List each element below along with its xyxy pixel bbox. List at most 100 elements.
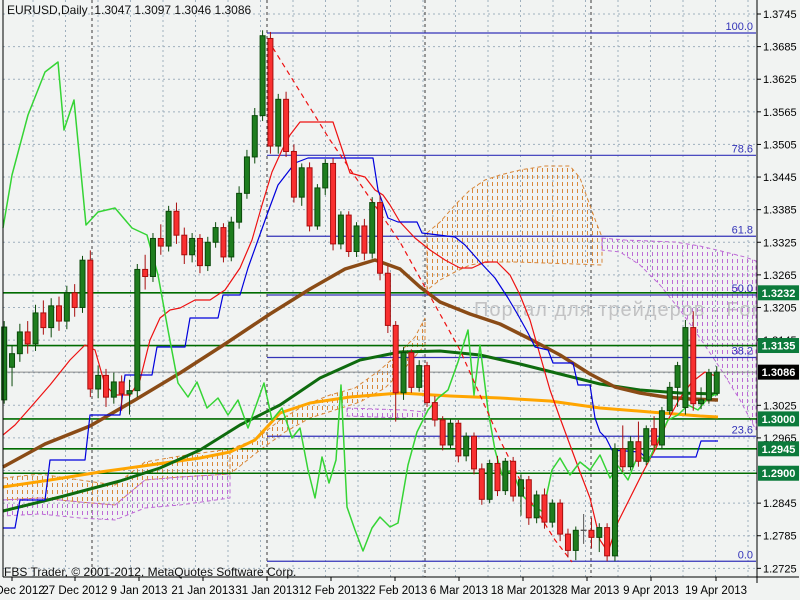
copyright-footer: FBS Trader, © 2001-2012, MetaQuotes Soft…	[4, 565, 297, 579]
ma-brown	[2, 258, 719, 469]
candle-bear	[24, 331, 31, 345]
date-axis-label[interactable]: 6 Mar 2013	[430, 585, 488, 597]
candle-bull	[627, 441, 634, 468]
candle-bull	[666, 386, 673, 412]
date-axis-label[interactable]: 9 Jan 2013	[111, 585, 168, 597]
date-axis-label[interactable]: 28 Mar 2013	[555, 585, 620, 597]
candle-bear	[619, 448, 626, 468]
date-axis-label[interactable]: 21 Jan 2013	[171, 585, 234, 597]
candle-bull	[502, 460, 509, 492]
price-axis-label: 1.3445	[763, 172, 797, 184]
candle-bear	[71, 292, 78, 308]
candle-bear	[431, 402, 438, 421]
candles	[1, 30, 720, 562]
candle-bear	[173, 210, 180, 236]
candle-bull	[486, 462, 493, 500]
candle-bull	[243, 156, 250, 194]
price-axis-label: 1.3265	[763, 270, 797, 282]
candle-bull	[572, 529, 579, 551]
candle-bear	[510, 460, 517, 497]
cloud-orange	[426, 165, 603, 292]
current-price-badge	[758, 364, 799, 380]
price-axis-label: 1.2845	[763, 498, 797, 510]
candle-bull	[16, 331, 23, 355]
candle-bull	[48, 305, 55, 329]
candle-bull	[337, 214, 344, 245]
candle-bull	[682, 327, 689, 408]
candle-bull	[110, 381, 117, 398]
cloud-purple	[346, 407, 426, 421]
candle-bear	[557, 502, 564, 535]
chart-title: EURUSD,Daily 1.3047 1.3097 1.3046 1.3086	[7, 3, 252, 17]
price-badge-label: 1.3135	[762, 341, 796, 353]
fib-label: 100.0	[725, 21, 753, 33]
candle-bear	[651, 428, 658, 446]
candle-bear	[541, 494, 548, 523]
date-axis-label[interactable]: 12 Feb 2013	[299, 585, 364, 597]
candle-bear	[330, 162, 337, 245]
candle-bull	[212, 227, 219, 243]
level-price-badge	[758, 465, 799, 481]
price-axis-label: 1.3325	[763, 237, 797, 249]
date-axis-label[interactable]: 9 Apr 2013	[623, 585, 679, 597]
level-price-badge	[758, 338, 799, 354]
candle-bull	[259, 35, 266, 117]
candle-bear	[157, 237, 164, 247]
candle-bull	[400, 352, 407, 394]
candle-bull	[236, 192, 243, 223]
candle-bull	[189, 237, 196, 256]
candle-bull	[698, 399, 705, 405]
price-badge-label: 1.2900	[762, 468, 796, 480]
candle-bull	[32, 312, 39, 345]
candle-bull	[275, 98, 282, 147]
moving-averages	[2, 39, 719, 563]
candle-bear	[424, 365, 431, 404]
ichimoku-cloud	[2, 165, 757, 521]
candle-bull	[314, 187, 321, 227]
candle-bull	[658, 410, 665, 446]
candle-bull	[165, 210, 172, 247]
candle-bull	[596, 527, 603, 538]
cloud-purple	[601, 237, 757, 431]
candle-bear	[525, 479, 532, 519]
candle-bear	[588, 529, 595, 538]
price-badge-label: 1.3000	[762, 414, 796, 426]
candle-bull	[369, 202, 376, 254]
date-axis-label[interactable]: 14 Dec 2012	[0, 585, 45, 597]
price-axis-label: 1.2785	[763, 531, 797, 543]
candle-bull	[79, 259, 86, 308]
fibonacci-retracement[interactable]: 100.0 78.6 61.8 50.0 38.2 23.6 0.0	[267, 21, 756, 562]
candle-bull	[447, 422, 454, 446]
fib-label: 38.2	[732, 345, 753, 357]
candle-bull	[463, 435, 470, 457]
red-dashed-trendline	[267, 39, 573, 563]
candle-bull	[204, 241, 211, 267]
date-axis-label[interactable]: 22 Feb 2013	[363, 585, 428, 597]
level-price-badge	[758, 285, 799, 301]
candle-bull	[63, 292, 70, 322]
candle-bear	[471, 435, 477, 470]
candle-bull	[95, 374, 102, 390]
date-axis-label[interactable]: 27 Dec 2012	[42, 585, 107, 597]
candle-bull	[549, 502, 556, 523]
date-axis-label[interactable]: 19 Apr 2013	[685, 585, 747, 597]
candle-bull	[9, 353, 16, 368]
candle-bear	[604, 527, 611, 557]
fib-label: 78.6	[732, 143, 753, 155]
candle-bull	[353, 225, 360, 253]
date-axis-label[interactable]: 18 Mar 2013	[491, 585, 556, 597]
candle-bear	[494, 462, 501, 492]
level-price-badge	[758, 411, 799, 427]
candle-bear	[635, 441, 642, 462]
candle-bear	[283, 98, 290, 152]
candle-bear	[181, 234, 188, 256]
date-axis-label[interactable]: 31 Jan 2013	[235, 585, 298, 597]
fib-label: 23.6	[732, 424, 753, 436]
lime-indicator-line	[2, 61, 719, 552]
candle-bull	[643, 428, 650, 462]
candle-bear	[220, 227, 227, 258]
price-badges: 1.3232 1.3135 1.3086 1.3000 1.2945 1.2900	[758, 285, 799, 481]
